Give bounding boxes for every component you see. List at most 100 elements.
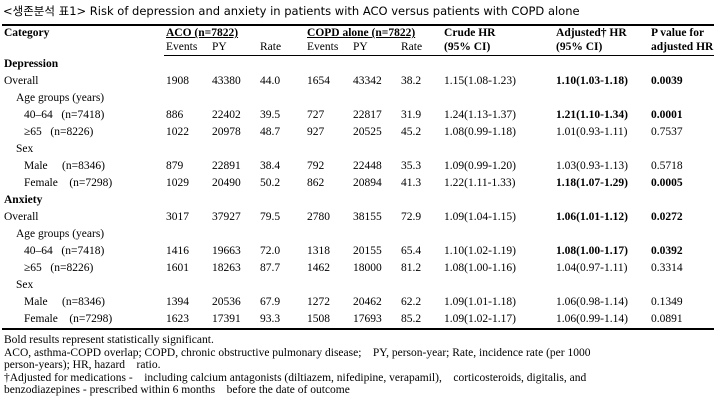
cell: 1508 <box>305 311 352 330</box>
table-row: Male (n=8346) 1394 20536 67.9 1272 20462 62.2 1… <box>2 294 714 311</box>
header-rate-aco: Rate <box>258 40 306 56</box>
empty-cell <box>210 277 258 294</box>
cell: 0.1349 <box>651 296 683 308</box>
empty-cell <box>442 141 554 158</box>
subgroup-row: Sex <box>2 277 714 294</box>
section-row: Depression <box>2 56 714 74</box>
cell: 20536 <box>212 296 241 308</box>
cell: 50.2 <box>260 177 281 189</box>
empty-cell <box>554 56 649 74</box>
cell: 31.9 <box>401 109 422 121</box>
empty-cell <box>258 192 305 209</box>
empty-cell <box>351 192 399 209</box>
cell: 792 <box>307 160 325 172</box>
cell: 1.10(1.03-1.18) <box>556 75 628 87</box>
cell: 886 <box>166 109 184 121</box>
cell: 1.21(1.10-1.34) <box>556 109 628 121</box>
table-row: Male (n=8346) 879 22891 38.4 792 22448 35.3 1.0… <box>2 158 714 175</box>
cell: 20525 <box>353 126 382 138</box>
empty-cell <box>164 226 210 243</box>
cell: 1462 <box>307 262 331 274</box>
note-adjusted-cont: benzodiazepines - prescribed within 6 mo… <box>4 384 350 396</box>
cell: 1.06(1.01-1.12) <box>556 211 628 223</box>
empty-cell <box>305 277 351 294</box>
empty-cell <box>164 56 210 74</box>
table-row: ≥65 (n=8226) 1601 18263 87.7 1462 18000 81.2 1.… <box>2 260 714 277</box>
cell: 1601 <box>166 262 189 274</box>
empty-cell <box>210 141 258 158</box>
header-crude-ci: (95% CI) <box>442 40 555 56</box>
empty-cell <box>649 277 714 294</box>
row-label: Sex <box>16 143 34 155</box>
empty-cell <box>554 141 649 158</box>
empty-cell <box>164 90 210 107</box>
row-label: Overall <box>4 75 39 87</box>
results-table: Category ACO (n=7822) COPD alone (n=7822… <box>2 24 715 330</box>
cell: 2780 <box>307 211 331 223</box>
empty-cell <box>442 192 554 209</box>
cell: 879 <box>166 160 184 172</box>
cell: 1318 <box>307 245 331 257</box>
empty-cell <box>210 56 258 74</box>
cell: 38.2 <box>401 75 422 87</box>
cell: 1.04(0.97-1.11) <box>556 262 628 274</box>
header-p-value: P value for <box>649 24 715 40</box>
subgroup-row: Sex <box>2 141 714 158</box>
cell: 1.08(0.99-1.18) <box>444 126 516 138</box>
row-label: Overall <box>4 211 39 223</box>
cell: 87.7 <box>260 262 281 274</box>
empty-cell <box>399 141 442 158</box>
cell: 0.0005 <box>651 177 683 189</box>
cell: 20462 <box>353 296 382 308</box>
cell: 0.0272 <box>651 211 683 223</box>
empty-cell <box>649 192 714 209</box>
header-p-value-2: adjusted HR <box>649 40 715 56</box>
cell: 3017 <box>166 211 189 223</box>
cell: 20894 <box>353 177 382 189</box>
table-row: Female (n=7298) 1623 17391 93.3 1508 17693 85.… <box>2 311 715 330</box>
cell: 65.4 <box>401 245 422 257</box>
empty-cell <box>442 277 554 294</box>
note-abbrev: ACO, asthma-COPD overlap; COPD, chronic … <box>4 346 591 359</box>
cell: 1.15(1.08-1.23) <box>444 75 516 87</box>
row-label: Depression <box>4 57 59 70</box>
empty-cell <box>442 90 554 107</box>
empty-cell <box>305 90 351 107</box>
empty-cell <box>351 226 399 243</box>
cell: 17391 <box>210 311 258 330</box>
header-rate-copd: Rate <box>399 40 443 56</box>
table-row: Overall 1908 43380 44.0 1654 43342 38.2 1.15(1.… <box>2 73 714 90</box>
empty-cell <box>649 56 714 74</box>
row-label: Age groups (years) <box>16 228 105 240</box>
cell: 1.03(0.93-1.13) <box>556 160 628 172</box>
cell: 62.2 <box>401 296 422 308</box>
subgroup-row: Age groups (years) <box>2 90 714 107</box>
empty-cell <box>442 226 554 243</box>
cell: 1.10(1.02-1.19) <box>444 245 516 257</box>
header-copd: COPD alone (n=7822) <box>305 24 443 40</box>
empty-cell <box>399 277 442 294</box>
cell: 0.0392 <box>651 245 683 257</box>
table-row: Female (n=7298) 1029 20490 50.2 862 20894 41.3… <box>2 175 714 192</box>
empty-cell <box>210 192 258 209</box>
cell: 1.01(0.93-1.11) <box>556 126 628 138</box>
table-caption: <생존분석 표1> Risk of depression and anxiety… <box>3 4 580 18</box>
empty-cell <box>305 226 351 243</box>
empty-cell <box>554 192 649 209</box>
cell: 20155 <box>353 245 382 257</box>
empty-cell <box>351 90 399 107</box>
row-label: 40–64 (n=7418) <box>24 109 105 121</box>
cell: 22817 <box>353 109 382 121</box>
cell: 1.24(1.13-1.37) <box>444 109 516 121</box>
note-abbrev-cont: person-years); HR, hazard ratio. <box>4 359 161 371</box>
empty-cell <box>305 56 351 74</box>
table-row: 40–64 (n=7418) 1416 19663 72.0 1318 20155 65.4… <box>2 243 714 260</box>
row-label: 40–64 (n=7418) <box>24 245 105 257</box>
header-crude-hr: Crude HR <box>442 24 555 40</box>
header-events-aco: Events <box>164 40 210 56</box>
empty-cell <box>351 141 399 158</box>
table-row: Overall 3017 37927 79.5 2780 38155 72.9 1.09(1.… <box>2 209 714 226</box>
table-notes: Bold results represent statistically sig… <box>4 334 716 397</box>
empty-cell <box>258 90 305 107</box>
cell: 1.08(1.00-1.17) <box>556 245 628 257</box>
